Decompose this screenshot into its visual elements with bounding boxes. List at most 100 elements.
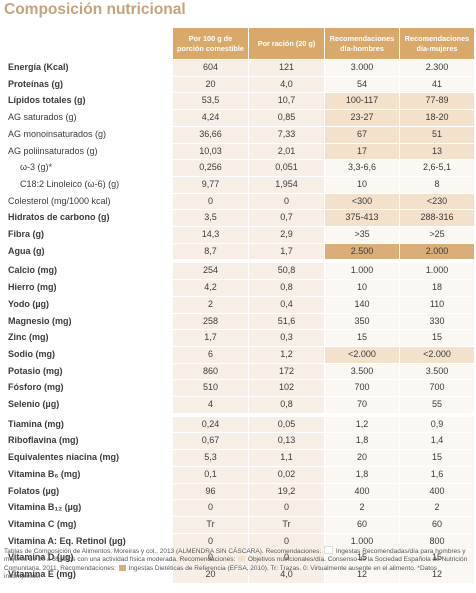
table-row: Selenio (µg) 4 0,8 70 55 (4, 396, 474, 413)
value-women: 18-20 (399, 109, 474, 126)
nutrient-label: Yodo (µg) (4, 295, 172, 313)
nutrient-label: Vitamina B₁₂ (µg) (4, 499, 172, 516)
value-women: 3.500 (399, 362, 474, 380)
nutrient-label: ω-3 (g)* (4, 159, 172, 176)
table-row: AG monoinsaturados (g) 36,66 7,33 67 51 (4, 125, 474, 143)
value-men: 17 (324, 142, 399, 160)
value-per-serving: 4,0 (248, 566, 324, 583)
value-per-100g: 1,7 (172, 329, 248, 346)
value-per-serving: 0,4 (248, 295, 324, 313)
column-header-per-100g: Por 100 g de porción comestible (172, 28, 248, 59)
value-per-100g: 2 (172, 295, 248, 313)
nutrient-label: Vitamina C (mg) (4, 515, 172, 533)
value-men: 20 (324, 449, 399, 466)
value-per-serving: 102 (248, 379, 324, 397)
value-men: 1.000 (324, 532, 399, 550)
value-men: <300 (324, 192, 399, 210)
nutrient-label: Folatos (µg) (4, 482, 172, 500)
value-per-100g: 4,24 (172, 109, 248, 126)
value-per-serving: 19,2 (248, 482, 324, 500)
value-men: 2.500 (324, 242, 399, 260)
value-men: 10 (324, 175, 399, 193)
value-per-serving: 121 (248, 59, 324, 76)
table-row: Magnesio (mg) 258 51,6 350 330 (4, 312, 474, 330)
value-women: 18 (399, 279, 474, 296)
value-per-serving: 50,8 (248, 259, 324, 280)
value-per-100g: 6 (172, 345, 248, 363)
header-blank (4, 28, 172, 59)
nutrient-label: Potasio (mg) (4, 362, 172, 380)
value-per-serving: 1,7 (248, 242, 324, 260)
value-women: 400 (399, 482, 474, 500)
table-row: Agua (g) 8,7 1,7 2.500 2.000 (4, 242, 474, 260)
value-men: 375-413 (324, 209, 399, 227)
value-per-100g: 4 (172, 396, 248, 413)
value-men: 67 (324, 125, 399, 143)
nutrient-label: Zinc (mg) (4, 329, 172, 346)
value-men: 70 (324, 396, 399, 413)
nutrient-label: Calcio (mg) (4, 259, 172, 279)
nutrient-label: Fósforo (mg) (4, 379, 172, 396)
value-per-100g: 0 (172, 192, 248, 210)
value-per-100g: Tr (172, 515, 248, 533)
nutrient-label: Colesterol (mg/1000 kcal) (4, 192, 172, 210)
table-row: Riboflavina (mg) 0,67 0,13 1,8 1,4 (4, 432, 474, 450)
value-per-100g: 0,67 (172, 432, 248, 450)
table-row: Folatos (µg) 96 19,2 400 400 (4, 482, 474, 500)
value-men: 1,2 (324, 412, 399, 433)
value-per-serving: 7,33 (248, 125, 324, 143)
table-row: ω-3 (g)* 0,256 0,051 3,3-6,6 2,6-5,1 (4, 159, 474, 176)
value-women: 15 (399, 449, 474, 466)
value-per-serving: 1,2 (248, 345, 324, 363)
nutrient-label: Tiamina (mg) (4, 412, 172, 433)
table-row: Vitamina B₆ (mg) 0,1 0,02 1,8 1,6 (4, 465, 474, 483)
table-row: Energía (Kcal) 604 121 3.000 2.300 (4, 59, 474, 76)
value-per-serving: 51,6 (248, 312, 324, 330)
value-per-100g: 860 (172, 362, 248, 380)
value-men: 100-117 (324, 92, 399, 110)
value-women: 0,9 (399, 412, 474, 433)
table-row: Zinc (mg) 1,7 0,3 15 15 (4, 329, 474, 346)
value-per-serving: 172 (248, 362, 324, 380)
value-men: 60 (324, 515, 399, 533)
value-per-serving: 2,01 (248, 142, 324, 160)
value-per-serving: 0,8 (248, 279, 324, 296)
value-women: 8 (399, 175, 474, 193)
nutrient-label: Selenio (µg) (4, 396, 172, 413)
legend-swatch-white (324, 546, 334, 554)
value-men: <2.000 (324, 345, 399, 363)
value-per-100g: 5,3 (172, 449, 248, 466)
value-per-serving: 0,8 (248, 396, 324, 413)
page-title: Composición nutricional (4, 1, 186, 18)
table-body: Energía (Kcal) 604 121 3.000 2.300 Proteínas … (4, 59, 474, 583)
value-per-100g: 3,5 (172, 209, 248, 227)
table-row: AG saturados (g) 4,24 0,85 23-27 18-20 (4, 109, 474, 126)
table-row: C18:2 Linoleico (ω-6) (g) 9,77 1,954 10 8 (4, 175, 474, 193)
value-per-serving: 0,85 (248, 109, 324, 126)
value-men: 3.000 (324, 59, 399, 76)
value-per-serving: 0,3 (248, 329, 324, 346)
nutrient-label: Agua (g) (4, 242, 172, 260)
value-per-100g: 20 (172, 75, 248, 93)
value-men: 3,3-6,6 (324, 159, 399, 176)
nutrient-label: AG saturados (g) (4, 109, 172, 126)
value-men: 54 (324, 75, 399, 93)
nutrient-label: C18:2 Linoleico (ω-6) (g) (4, 175, 172, 193)
column-header-per-serving: Por ración (20 g) (248, 28, 324, 59)
legend-swatch-light (238, 556, 246, 563)
nutrient-label: Energía (Kcal) (4, 59, 172, 76)
legend-swatch-dark (118, 564, 126, 571)
value-women: 2.300 (399, 59, 474, 76)
value-per-100g: 604 (172, 59, 248, 76)
table-row: Fósforo (mg) 510 102 700 700 (4, 379, 474, 397)
value-per-100g: 14,3 (172, 226, 248, 243)
value-women: 13 (399, 142, 474, 160)
table-row: Proteínas (g) 20 4,0 54 41 (4, 75, 474, 93)
nutrient-label: Hierro (mg) (4, 279, 172, 296)
footnote: Tablas de Composición de Alimentos. More… (4, 546, 474, 582)
nutrient-label: Fibra (g) (4, 226, 172, 243)
nutrient-label: Sodio (mg) (4, 345, 172, 363)
value-per-serving: 1,954 (248, 175, 324, 193)
value-women: 330 (399, 312, 474, 330)
value-men: 23-27 (324, 109, 399, 126)
